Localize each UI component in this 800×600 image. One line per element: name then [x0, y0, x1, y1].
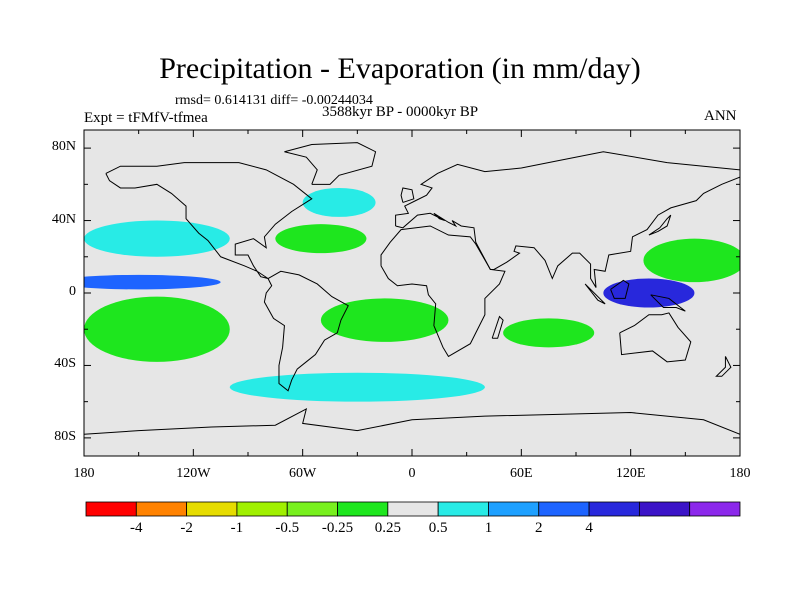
period-label: 3588kyr BP - 0000kyr BP: [322, 104, 479, 120]
colorbar-label: -0.5: [275, 520, 300, 536]
field-southern-ocean-cyan: [229, 372, 485, 402]
coastline-sumatra: [584, 283, 606, 305]
coastline-eurasia: [395, 151, 740, 288]
colorbar-swatch: [286, 501, 338, 517]
colorbar-label: 2: [535, 520, 543, 536]
stats-label: rmsd= 0.614131 diff= -0.00244034: [175, 93, 373, 108]
colorbar-label: 1: [484, 520, 493, 536]
field-east-atlantic-green: [275, 224, 367, 254]
experiment-label: Expt = tFMfV-tfmea: [84, 110, 208, 126]
field-south-pacific-green: [84, 296, 230, 362]
y-axis-label: 40S: [54, 356, 76, 372]
x-axis-label: 120W: [176, 466, 211, 481]
colorbar-label: -4: [130, 520, 143, 536]
x-axis-label: 180: [73, 466, 95, 481]
x-axis-label: 60W: [289, 466, 317, 481]
colorbar-label: -2: [180, 520, 193, 536]
coastline-new-guinea: [650, 294, 686, 312]
coastline-madagascar: [491, 315, 504, 339]
y-axis-label: 0: [69, 284, 76, 299]
colorbar-swatch: [337, 501, 389, 517]
map-title: Precipitation - Evaporation (in mm/day): [159, 52, 641, 85]
colorbar-swatch: [689, 501, 741, 517]
colorbar-swatch: [186, 501, 238, 517]
coastline-new-zealand: [715, 356, 732, 377]
field-pacific-itcz-blue: [84, 274, 221, 290]
colorbar-label: 0.25: [374, 520, 401, 536]
coastline-greenland: [284, 142, 377, 185]
coastline-japan: [648, 214, 672, 236]
colorbar-swatch: [236, 501, 288, 517]
colorbar-swatch: [387, 501, 439, 517]
x-axis-label: 60E: [510, 466, 533, 481]
colorbar-label: 0.5: [428, 520, 448, 536]
colorbar: [85, 501, 741, 517]
colorbar-swatch: [588, 501, 640, 517]
coastline-layer: [84, 142, 740, 435]
x-axis-label: 120E: [615, 466, 646, 481]
colorbar-swatch: [85, 501, 137, 517]
season-label: ANN: [704, 108, 737, 124]
y-axis-label: 80S: [54, 428, 76, 444]
coastline-africa: [380, 225, 506, 358]
field-layer: [84, 187, 740, 402]
x-axis-label: 180: [729, 466, 751, 481]
field-south-atlantic-green: [320, 298, 449, 342]
coastline-british-isles: [400, 187, 415, 203]
colorbar-swatch: [488, 501, 540, 517]
colorbar-label: -1: [230, 520, 244, 536]
colorbar-swatch: [538, 501, 590, 517]
y-axis-label: 80N: [51, 139, 76, 155]
colorbar-swatch: [437, 501, 489, 517]
field-north-pacific-cyan: [84, 220, 230, 257]
field-west-pacific-green: [643, 238, 740, 283]
coastline-borneo: [610, 279, 630, 299]
axis-ticks: [83, 130, 741, 456]
coastline-antarctica: [84, 407, 740, 435]
colorbar-label: 4: [585, 520, 593, 536]
y-axis-label: 40N: [51, 211, 76, 227]
x-axis-label: 0: [408, 466, 416, 481]
colorbar-swatch: [638, 501, 691, 517]
colorbar-swatch: [135, 501, 188, 517]
coastline-north-america: [105, 162, 313, 279]
colorbar-label: -0.25: [321, 520, 354, 536]
field-maritime-continent-blue: [603, 278, 695, 308]
field-indian-ocean-green: [503, 318, 595, 348]
coastline-australia: [619, 312, 692, 363]
field-north-atlantic-cyan: [302, 187, 376, 217]
coastline-south-america: [263, 270, 349, 392]
